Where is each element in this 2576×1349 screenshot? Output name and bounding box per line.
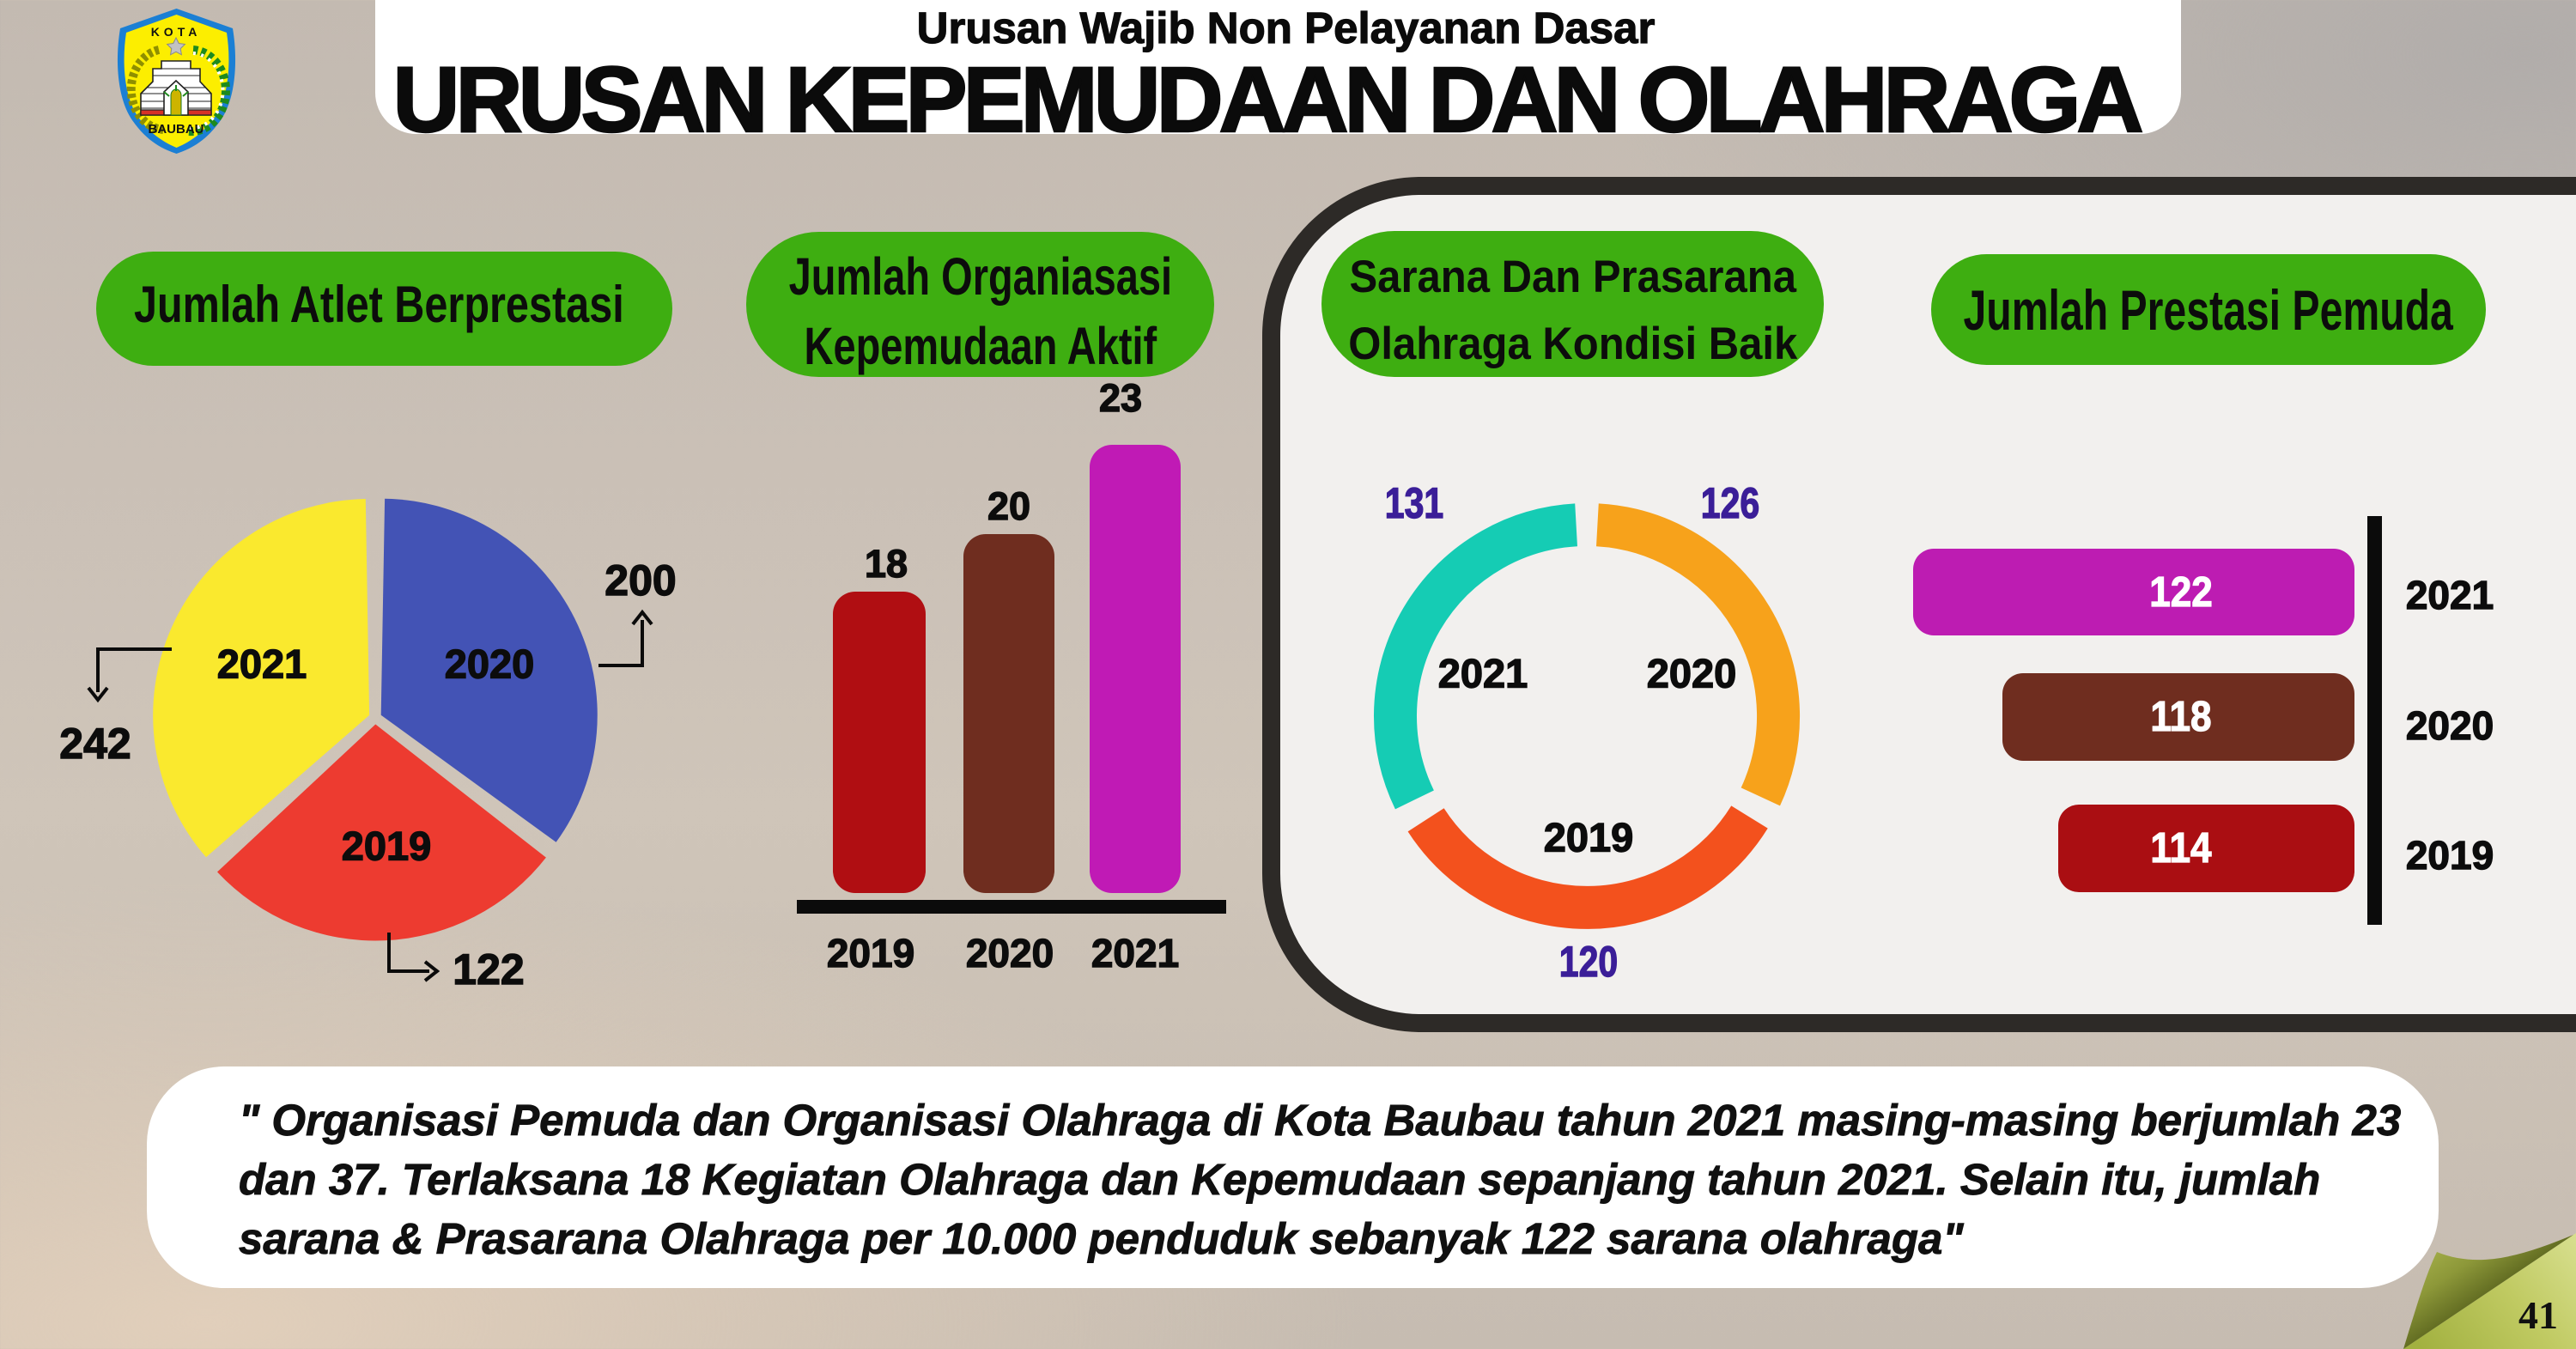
- svg-text:BAUBAU: BAUBAU: [149, 122, 204, 137]
- svg-text:KOTA: KOTA: [151, 25, 202, 39]
- svg-text:41: 41: [2518, 1293, 2558, 1337]
